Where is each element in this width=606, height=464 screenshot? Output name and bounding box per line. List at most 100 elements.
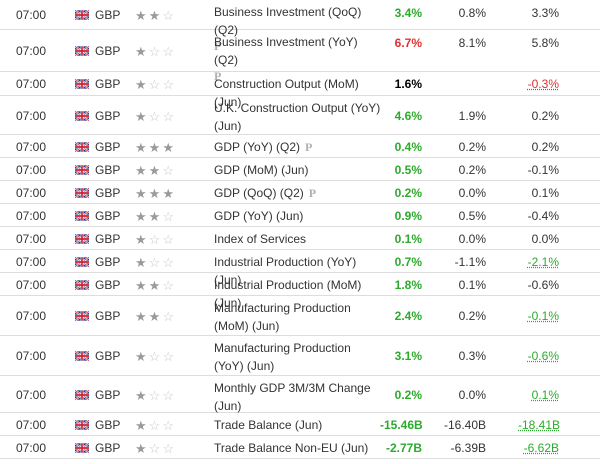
table-row[interactable]: 07:00 GBP ★☆☆ Industrial Production (YoY) (… bbox=[0, 250, 600, 287]
forecast-value: 0.1% bbox=[458, 278, 486, 292]
table-row[interactable]: 07:00 GBP ★★☆ Business Investment (QoQ) (Q2… bbox=[0, 0, 600, 53]
forecast-value: 0.3% bbox=[458, 349, 486, 363]
star-empty-icon: ☆ bbox=[162, 77, 176, 92]
importance-stars: ★★★ bbox=[135, 187, 176, 200]
table-row[interactable]: 07:00 GBP ★★☆ Industrial Production (MoM) (… bbox=[0, 273, 600, 310]
star-filled-icon: ★ bbox=[148, 186, 163, 201]
importance-stars: ★☆☆ bbox=[135, 256, 176, 269]
event-name[interactable]: Industrial Production (YoY) (Jun) bbox=[214, 253, 382, 289]
table-row[interactable]: 07:00 GBP ★☆☆ Trade Balance (Jun) -15.46B -16… bbox=[0, 413, 600, 436]
table-row[interactable]: 07:00 GBP ★★★ GDP (YoY) (Q2) P 0.4% 0.2% 0.2% bbox=[0, 135, 600, 158]
event-name[interactable]: Business Investment (QoQ) (Q2) P bbox=[214, 3, 382, 53]
currency-code: GBP bbox=[95, 255, 121, 269]
uk-flag-icon bbox=[75, 443, 89, 453]
event-name[interactable]: GDP (MoM) (Jun) bbox=[214, 161, 382, 179]
event-name[interactable]: Industrial Production (MoM) (Jun) bbox=[214, 276, 382, 312]
event-name-text[interactable]: Business Investment (QoQ) (Q2) bbox=[214, 5, 362, 37]
previous-value: -0.6% bbox=[527, 278, 559, 292]
event-name-text[interactable]: GDP (MoM) (Jun) bbox=[214, 163, 309, 177]
star-empty-icon: ☆ bbox=[162, 309, 176, 324]
star-empty-icon: ☆ bbox=[148, 418, 163, 433]
event-name[interactable]: Business Investment (YoY) (Q2) P bbox=[214, 33, 382, 83]
currency-code: GBP bbox=[95, 309, 121, 323]
event-name-text[interactable]: GDP (YoY) (Jun) bbox=[214, 209, 304, 223]
actual-value: -2.77B bbox=[385, 441, 422, 455]
table-row[interactable]: 07:00 GBP ★☆☆ Index of Services 0.1% 0.0% 0.0% bbox=[0, 227, 600, 250]
event-name[interactable]: Manufacturing Production (MoM) (Jun) bbox=[214, 299, 382, 335]
star-filled-icon: ★ bbox=[148, 278, 163, 293]
flag-cell bbox=[75, 211, 89, 221]
uk-flag-icon bbox=[75, 420, 89, 430]
event-name-text[interactable]: U.K. Construction Output (YoY) (Jun) bbox=[214, 101, 381, 133]
uk-flag-icon bbox=[75, 280, 89, 290]
event-name-text[interactable]: Industrial Production (YoY) (Jun) bbox=[214, 255, 357, 287]
event-name[interactable]: GDP (QoQ) (Q2) P bbox=[214, 184, 382, 202]
table-row[interactable]: 07:00 GBP ★☆☆ Construction Output (MoM) (Ju… bbox=[0, 72, 600, 109]
actual-value: 3.1% bbox=[394, 349, 422, 363]
event-name-text[interactable]: Manufacturing Production (MoM) (Jun) bbox=[214, 301, 351, 333]
event-name-text[interactable]: Trade Balance Non-EU (Jun) bbox=[214, 441, 369, 455]
importance-stars: ★★☆ bbox=[135, 9, 176, 22]
event-name[interactable]: Construction Output (MoM) (Jun) bbox=[214, 75, 382, 111]
event-name[interactable]: Trade Balance (Jun) bbox=[214, 416, 382, 434]
event-name-text[interactable]: Monthly GDP 3M/3M Change (Jun) bbox=[214, 381, 371, 413]
event-name[interactable]: Manufacturing Production (YoY) (Jun) bbox=[214, 339, 382, 375]
event-name[interactable]: Monthly GDP 3M/3M Change (Jun) bbox=[214, 379, 382, 415]
previous-value: -0.3% bbox=[527, 77, 559, 91]
event-name-text[interactable]: Construction Output (MoM) (Jun) bbox=[214, 77, 359, 109]
table-row[interactable]: 07:00 GBP ★☆☆ Trade Balance Non-EU (Jun) -2.… bbox=[0, 436, 600, 459]
event-name-text[interactable]: Industrial Production (MoM) (Jun) bbox=[214, 278, 362, 310]
star-empty-icon: ☆ bbox=[162, 109, 176, 124]
currency-code: GBP bbox=[95, 441, 121, 455]
flag-cell bbox=[75, 79, 89, 89]
actual-value: 0.1% bbox=[394, 232, 422, 246]
star-empty-icon: ☆ bbox=[162, 441, 176, 456]
previous-value: -0.1% bbox=[527, 163, 559, 177]
star-empty-icon: ☆ bbox=[162, 278, 176, 293]
flag-cell bbox=[75, 311, 89, 321]
forecast-value: 0.8% bbox=[458, 6, 486, 20]
actual-value: 3.4% bbox=[394, 6, 422, 20]
event-name-text[interactable]: GDP (QoQ) (Q2) bbox=[214, 186, 304, 200]
event-name-text[interactable]: Index of Services bbox=[214, 232, 307, 246]
star-filled-icon: ★ bbox=[135, 209, 149, 224]
preliminary-release-icon: P bbox=[214, 69, 222, 83]
event-name[interactable]: GDP (YoY) (Q2) P bbox=[214, 138, 382, 156]
uk-flag-icon bbox=[75, 257, 89, 267]
table-row[interactable]: 07:00 GBP ★★☆ Manufacturing Production (MoM… bbox=[0, 296, 600, 336]
table-row[interactable]: 07:00 GBP ★★★ GDP (QoQ) (Q2) P 0.2% 0.0% 0.1% bbox=[0, 181, 600, 204]
event-time: 07:00 bbox=[16, 163, 47, 177]
event-name[interactable]: GDP (YoY) (Jun) bbox=[214, 207, 382, 225]
table-row[interactable]: 07:00 GBP ★☆☆ U.K. Construction Output (YoY… bbox=[0, 96, 600, 135]
event-time: 07:00 bbox=[16, 418, 47, 432]
event-time: 07:00 bbox=[16, 77, 47, 91]
event-name[interactable]: U.K. Construction Output (YoY) (Jun) bbox=[214, 99, 382, 135]
event-name[interactable]: Trade Balance Non-EU (Jun) bbox=[214, 439, 382, 457]
star-empty-icon: ☆ bbox=[162, 8, 176, 23]
table-row[interactable]: 07:00 GBP ★☆☆ Business Investment (YoY) (Q2… bbox=[0, 30, 600, 83]
star-filled-icon: ★ bbox=[135, 140, 149, 155]
event-time: 07:00 bbox=[16, 441, 47, 455]
event-name[interactable]: Index of Services bbox=[214, 230, 382, 248]
event-name-text[interactable]: Manufacturing Production (YoY) (Jun) bbox=[214, 341, 351, 373]
star-empty-icon: ☆ bbox=[148, 255, 163, 270]
star-filled-icon: ★ bbox=[135, 109, 149, 124]
star-filled-icon: ★ bbox=[135, 163, 149, 178]
table-row[interactable]: 07:00 GBP ★☆☆ Monthly GDP 3M/3M Change (Jun… bbox=[0, 376, 600, 413]
actual-value: 1.6% bbox=[394, 77, 422, 91]
table-row[interactable]: 07:00 GBP ★★☆ GDP (MoM) (Jun) 0.5% 0.2% -0.1% bbox=[0, 158, 600, 181]
table-row[interactable]: 07:00 GBP ★★☆ GDP (YoY) (Jun) 0.9% 0.5% -0.4% bbox=[0, 204, 600, 227]
event-time: 07:00 bbox=[16, 44, 47, 58]
actual-value: 0.2% bbox=[394, 388, 422, 402]
table-row[interactable]: 07:00 GBP ★☆☆ Manufacturing Production (YoY… bbox=[0, 336, 600, 376]
event-name-text[interactable]: GDP (YoY) (Q2) bbox=[214, 140, 301, 154]
star-empty-icon: ☆ bbox=[162, 209, 176, 224]
actual-value: 2.4% bbox=[394, 309, 422, 323]
forecast-value: 8.1% bbox=[458, 36, 486, 50]
currency-code: GBP bbox=[95, 418, 121, 432]
event-name-text[interactable]: Trade Balance (Jun) bbox=[214, 418, 323, 432]
importance-stars: ★☆☆ bbox=[135, 350, 176, 363]
event-name-text[interactable]: Business Investment (YoY) (Q2) bbox=[214, 35, 358, 67]
previous-value: 0.2% bbox=[531, 140, 559, 154]
previous-value: 0.1% bbox=[531, 388, 559, 402]
